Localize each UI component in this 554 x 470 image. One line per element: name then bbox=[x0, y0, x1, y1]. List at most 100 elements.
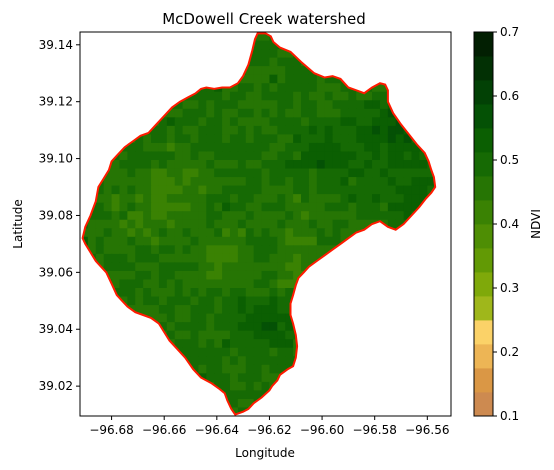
ndvi-cell bbox=[293, 142, 302, 153]
ndvi-cell bbox=[214, 279, 223, 289]
ndvi-cell bbox=[285, 160, 294, 170]
ndvi-cell bbox=[198, 91, 207, 101]
colorbar-segment bbox=[474, 296, 493, 321]
ndvi-cell bbox=[151, 288, 160, 298]
ndvi-cell bbox=[198, 202, 207, 212]
ndvi-cell bbox=[237, 296, 247, 306]
ndvi-cell bbox=[261, 313, 271, 323]
ndvi-cell bbox=[356, 125, 365, 135]
ndvi-cell bbox=[95, 219, 105, 229]
ndvi-cell bbox=[269, 330, 278, 340]
ndvi-cell bbox=[253, 245, 263, 255]
ndvi-cell bbox=[269, 322, 278, 332]
ndvi-cell bbox=[253, 168, 263, 178]
colorbar-segment bbox=[474, 344, 493, 369]
ndvi-cell bbox=[403, 202, 413, 212]
ndvi-cell bbox=[277, 270, 286, 281]
ndvi-cell bbox=[222, 339, 231, 349]
ndvi-cell bbox=[285, 211, 294, 221]
ndvi-cell bbox=[293, 83, 302, 93]
ndvi-cell bbox=[379, 202, 389, 212]
ndvi-cell bbox=[206, 117, 215, 127]
ndvi-cell bbox=[166, 313, 176, 323]
ndvi-cell bbox=[293, 91, 302, 101]
ndvi-cell bbox=[222, 364, 231, 374]
ndvi-cell bbox=[277, 74, 286, 84]
ndvi-cell bbox=[301, 245, 310, 255]
ndvi-cell bbox=[261, 168, 271, 178]
ndvi-cell bbox=[308, 177, 318, 187]
ndvi-cell bbox=[427, 177, 436, 187]
ndvi-cell bbox=[261, 288, 271, 298]
ndvi-cell bbox=[237, 151, 247, 161]
ndvi-cell bbox=[198, 125, 207, 135]
ndvi-cell bbox=[340, 228, 349, 238]
ndvi-cell bbox=[229, 202, 239, 212]
ndvi-cell bbox=[158, 322, 168, 332]
ndvi-cell bbox=[206, 296, 215, 306]
ndvi-cell bbox=[285, 296, 294, 306]
ndvi-cell bbox=[261, 142, 271, 153]
ndvi-cell bbox=[293, 151, 302, 161]
ndvi-cell bbox=[182, 151, 192, 161]
ndvi-cell bbox=[269, 125, 278, 135]
ndvi-cell bbox=[190, 339, 199, 349]
ndvi-cell bbox=[277, 305, 286, 315]
ndvi-cell bbox=[127, 228, 136, 238]
x-axis: −96.68 −96.66 −96.64 −96.62 −96.60 −96.58 −96.… bbox=[89, 416, 450, 437]
ndvi-cell bbox=[372, 160, 381, 170]
ndvi-cell bbox=[95, 236, 105, 246]
ndvi-cell bbox=[119, 168, 128, 178]
ndvi-cell bbox=[229, 142, 239, 153]
ndvi-cell bbox=[127, 211, 136, 221]
ndvi-cell bbox=[427, 168, 436, 178]
ndvi-cell bbox=[253, 270, 263, 281]
ndvi-cell bbox=[229, 390, 239, 400]
ndvi-cell bbox=[356, 91, 365, 101]
ndvi-cell bbox=[158, 305, 168, 315]
ndvi-cell bbox=[411, 194, 421, 204]
ndvi-cell bbox=[111, 236, 121, 246]
ndvi-cell bbox=[95, 194, 105, 204]
ndvi-cell bbox=[198, 339, 207, 349]
ndvi-cell bbox=[119, 236, 128, 246]
ndvi-cell bbox=[411, 151, 421, 161]
ndvi-cell bbox=[285, 66, 294, 76]
ndvi-cell bbox=[293, 100, 302, 110]
ndvi-cell bbox=[253, 339, 263, 349]
ndvi-cell bbox=[308, 151, 318, 161]
ndvi-cell bbox=[332, 177, 342, 187]
ndvi-cell bbox=[253, 228, 263, 238]
ndvi-cell bbox=[285, 49, 294, 59]
ndvi-cell bbox=[348, 202, 357, 212]
ndvi-cell bbox=[190, 91, 199, 101]
ndvi-cell bbox=[206, 245, 215, 255]
ndvi-cell bbox=[182, 168, 192, 178]
ndvi-cell bbox=[143, 160, 152, 170]
ndvi-cell bbox=[253, 236, 263, 246]
ndvi-cell bbox=[277, 279, 286, 289]
ndvi-cell bbox=[277, 125, 286, 135]
y-tick-label: 39.06 bbox=[39, 265, 73, 279]
ndvi-cell bbox=[316, 245, 326, 255]
ndvi-cell bbox=[293, 228, 302, 238]
ndvi-cell bbox=[135, 202, 144, 212]
ndvi-cell bbox=[253, 74, 263, 84]
ndvi-cell bbox=[379, 194, 389, 204]
ndvi-cell bbox=[269, 228, 278, 238]
ndvi-cell bbox=[269, 185, 278, 195]
ndvi-cell bbox=[308, 253, 318, 263]
ndvi-cell bbox=[356, 211, 365, 221]
ndvi-cell bbox=[111, 270, 121, 281]
colorbar-segment bbox=[474, 368, 493, 393]
ndvi-cell bbox=[214, 288, 223, 298]
colorbar-segment bbox=[474, 128, 493, 153]
ndvi-cell bbox=[340, 117, 349, 127]
ndvi-cell bbox=[158, 202, 168, 212]
ndvi-cell bbox=[214, 168, 223, 178]
ndvi-cell bbox=[237, 390, 247, 400]
ndvi-cell bbox=[174, 211, 184, 221]
ndvi-cell bbox=[301, 236, 310, 246]
ndvi-cell bbox=[166, 177, 176, 187]
ndvi-cell bbox=[237, 194, 247, 204]
